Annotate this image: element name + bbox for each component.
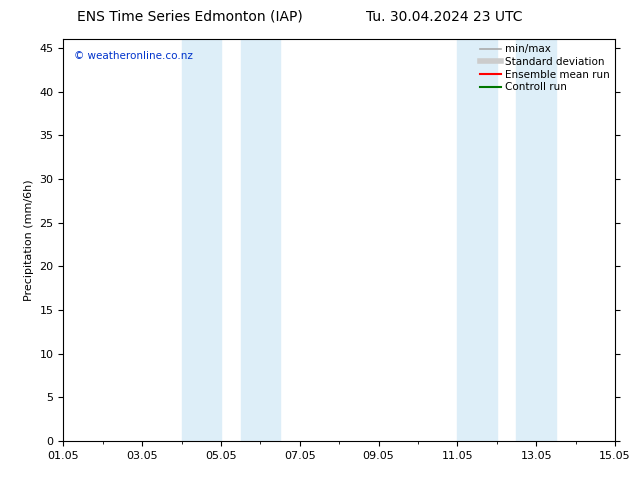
Bar bbox=[241, 39, 280, 441]
Text: Tu. 30.04.2024 23 UTC: Tu. 30.04.2024 23 UTC bbox=[366, 10, 522, 24]
Bar bbox=[181, 39, 221, 441]
Y-axis label: Precipitation (mm/6h): Precipitation (mm/6h) bbox=[24, 179, 34, 301]
Bar bbox=[457, 39, 497, 441]
Text: ENS Time Series Edmonton (IAP): ENS Time Series Edmonton (IAP) bbox=[77, 10, 303, 24]
Legend: min/max, Standard deviation, Ensemble mean run, Controll run: min/max, Standard deviation, Ensemble me… bbox=[478, 42, 612, 94]
Text: © weatheronline.co.nz: © weatheronline.co.nz bbox=[74, 51, 193, 61]
Bar bbox=[517, 39, 556, 441]
